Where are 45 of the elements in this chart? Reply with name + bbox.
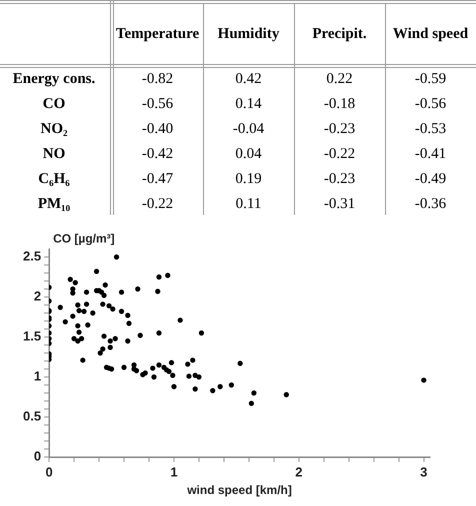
data-label: -0.47 — [142, 171, 174, 188]
y-tick-label: CO — [42, 96, 66, 113]
x-tick-label: 1 — [170, 464, 178, 480]
x-tick-label: Wind speed — [392, 26, 468, 42]
x-tick-label: Precipit. — [312, 26, 367, 42]
data-label: -0.42 — [142, 146, 174, 163]
data-label: -0.56 — [414, 96, 446, 113]
x-tick-label: 2 — [295, 464, 302, 480]
data-label: -0.53 — [414, 121, 446, 138]
data-label: 0.22 — [326, 71, 353, 88]
y-axis-title: CO [µg/m³] — [53, 231, 115, 246]
data-label: 0.42 — [235, 71, 262, 88]
data-label: -0.41 — [414, 146, 446, 163]
data-label: -0.22 — [324, 146, 356, 163]
data-label: -0.82 — [142, 71, 174, 88]
data-label: -0.56 — [142, 96, 174, 113]
data-label: -0.36 — [414, 196, 446, 213]
data-label: -0.59 — [414, 71, 446, 88]
y-tick-label: 1 — [34, 368, 42, 384]
y-tick-label: NO — [42, 146, 66, 163]
x-tick-label: 3 — [420, 464, 428, 480]
data-label: -0.31 — [324, 196, 356, 213]
data-label: -0.22 — [142, 196, 174, 213]
data-label: -0.49 — [414, 171, 446, 188]
y-tick-label: 2.5 — [22, 248, 42, 264]
data-label: 0.19 — [235, 171, 262, 188]
data-label: 0.11 — [236, 196, 262, 213]
x-axis-title: wind speed [km/h] — [186, 483, 292, 498]
y-tick-label: PM₁₀ — [38, 196, 70, 213]
data-label: 0.14 — [235, 96, 262, 113]
data-label: -0.18 — [324, 96, 356, 113]
y-tick-label: 1.5 — [22, 328, 42, 344]
data-label: -0.40 — [142, 121, 174, 138]
data-label: -0.04 — [232, 121, 264, 138]
y-tick-label: Energy cons. — [12, 71, 96, 88]
y-tick-label: C₆H₆ — [38, 171, 70, 188]
x-tick-label: Humidity — [218, 26, 280, 42]
y-tick-label: 2 — [34, 288, 42, 304]
data-label: -0.23 — [324, 121, 356, 138]
data-label: 0.04 — [235, 146, 262, 163]
y-tick-label: NO₂ — [40, 121, 68, 138]
y-tick-label: 0 — [34, 448, 42, 464]
y-tick-label: 0.5 — [22, 408, 42, 424]
data-label: -0.23 — [324, 171, 356, 188]
x-tick-label: Temperature — [116, 26, 200, 42]
